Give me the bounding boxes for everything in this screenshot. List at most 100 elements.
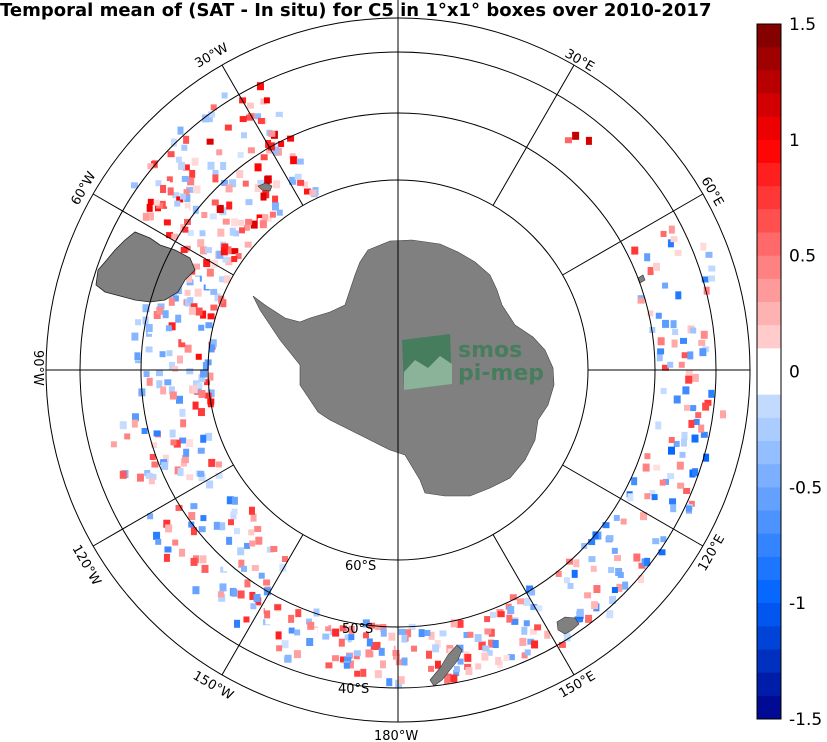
data-box <box>386 678 393 687</box>
data-box <box>244 241 252 248</box>
data-box <box>162 310 169 319</box>
data-box <box>225 246 232 255</box>
data-box <box>179 548 186 557</box>
data-box <box>660 387 667 394</box>
data-box <box>196 382 203 389</box>
island-campbell <box>429 644 463 687</box>
data-box <box>173 409 181 416</box>
data-box <box>231 248 239 255</box>
data-box <box>219 522 226 531</box>
data-box <box>135 319 142 326</box>
watermark-line2: pi-mep <box>458 361 544 386</box>
data-box <box>182 226 189 233</box>
data-box <box>258 572 265 579</box>
data-box <box>130 182 138 189</box>
data-box <box>464 653 472 662</box>
data-box <box>200 515 207 522</box>
data-box <box>180 419 187 428</box>
data-box <box>263 579 271 586</box>
data-box <box>191 157 199 166</box>
data-box <box>590 565 597 572</box>
data-box <box>228 519 235 526</box>
data-box <box>276 189 284 198</box>
data-box <box>392 649 400 656</box>
data-box <box>585 136 592 145</box>
parallel-label-40s: 40°S <box>338 682 369 697</box>
data-box <box>658 549 666 556</box>
data-box <box>270 545 278 552</box>
data-box <box>274 543 282 550</box>
data-box <box>484 628 492 635</box>
data-box <box>198 576 205 585</box>
data-box <box>216 250 224 259</box>
data-box <box>428 631 435 640</box>
data-box <box>365 649 373 658</box>
data-box <box>169 429 176 438</box>
data-box <box>673 395 681 404</box>
data-box <box>207 161 215 170</box>
data-box <box>162 454 169 463</box>
data-box <box>563 633 571 642</box>
data-box <box>345 653 352 660</box>
data-box <box>124 487 131 496</box>
data-box <box>581 542 588 549</box>
data-box <box>149 453 156 460</box>
data-box <box>678 361 685 368</box>
data-box <box>670 504 677 513</box>
data-box <box>181 175 189 182</box>
data-box <box>418 629 425 638</box>
data-box <box>260 154 268 161</box>
data-box <box>409 666 417 673</box>
data-box <box>202 114 210 123</box>
data-box <box>197 408 205 417</box>
data-box <box>343 662 350 669</box>
colorbar-ticks: 1.5 1 0.5 0 -0.5 -1 -1.5 <box>789 15 822 730</box>
data-box <box>255 137 263 146</box>
data-box <box>332 628 340 637</box>
data-box <box>184 193 191 202</box>
colorbar-step <box>757 417 781 442</box>
colorbar-step <box>757 649 781 674</box>
colorbar-step <box>757 255 781 280</box>
island-south-georgia <box>257 182 273 192</box>
data-box <box>134 352 141 361</box>
colorbar-step <box>757 441 781 465</box>
data-box <box>679 337 687 344</box>
island-kerguelen <box>556 616 580 635</box>
data-box <box>474 634 482 643</box>
data-box <box>311 628 318 637</box>
data-box <box>213 521 220 530</box>
data-box <box>155 538 162 545</box>
colorbar-tick-label: -1 <box>789 594 806 614</box>
data-box <box>489 611 496 618</box>
data-box <box>486 649 493 656</box>
data-box <box>395 645 403 654</box>
data-box <box>210 304 218 311</box>
data-box <box>564 137 572 144</box>
data-box <box>186 274 193 283</box>
data-boxes <box>110 82 727 688</box>
data-box <box>380 628 387 637</box>
data-box <box>255 113 262 120</box>
colorbar-step <box>757 47 781 71</box>
data-box <box>379 660 386 669</box>
data-box <box>198 526 206 533</box>
data-box <box>199 555 207 564</box>
data-box <box>572 131 580 140</box>
data-box <box>281 556 288 563</box>
data-box <box>262 214 269 221</box>
data-box <box>699 348 707 357</box>
data-box <box>475 663 482 670</box>
data-box <box>183 448 190 457</box>
meridian-label-120w: 120°W <box>69 543 104 589</box>
data-box <box>281 205 288 212</box>
data-box <box>218 276 225 283</box>
meridian-line <box>221 534 304 676</box>
data-box <box>231 496 238 505</box>
meridian-label-90w: 90°W <box>30 350 45 386</box>
data-box <box>131 413 139 422</box>
data-box <box>201 564 209 573</box>
data-box <box>667 239 674 248</box>
data-box <box>343 657 351 664</box>
